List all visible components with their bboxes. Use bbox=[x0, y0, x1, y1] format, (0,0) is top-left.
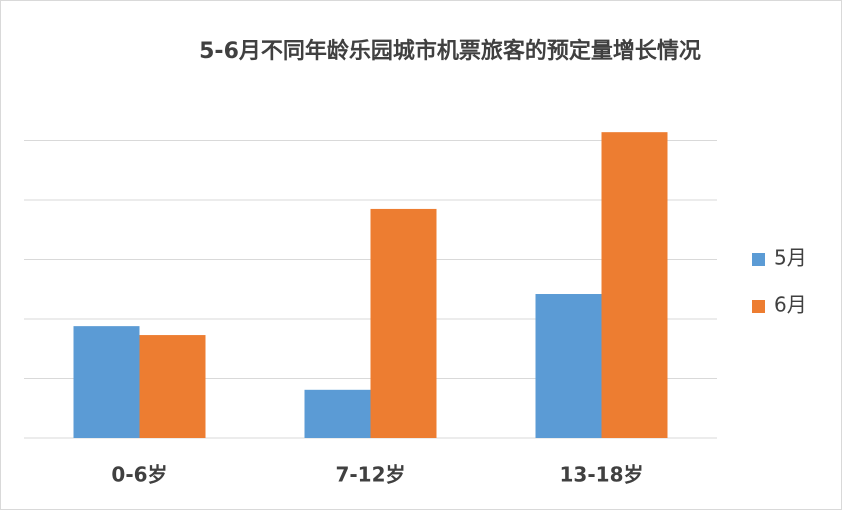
chart-title: 5-6月不同年龄乐园城市机票旅客的预定量增长情况 bbox=[199, 38, 701, 64]
bar bbox=[139, 335, 206, 438]
bar bbox=[535, 294, 602, 438]
bar bbox=[601, 132, 668, 439]
legend-label: 6月 bbox=[774, 293, 807, 317]
x-tick-label: 0-6岁 bbox=[111, 463, 167, 487]
legend-label: 5月 bbox=[774, 246, 807, 270]
x-tick-label: 7-12岁 bbox=[335, 463, 405, 487]
bar bbox=[73, 326, 140, 438]
x-tick-label: 13-18岁 bbox=[560, 463, 644, 487]
bar bbox=[304, 389, 371, 438]
legend-swatch bbox=[752, 253, 765, 266]
bar bbox=[370, 208, 437, 438]
legend-swatch bbox=[752, 300, 765, 313]
